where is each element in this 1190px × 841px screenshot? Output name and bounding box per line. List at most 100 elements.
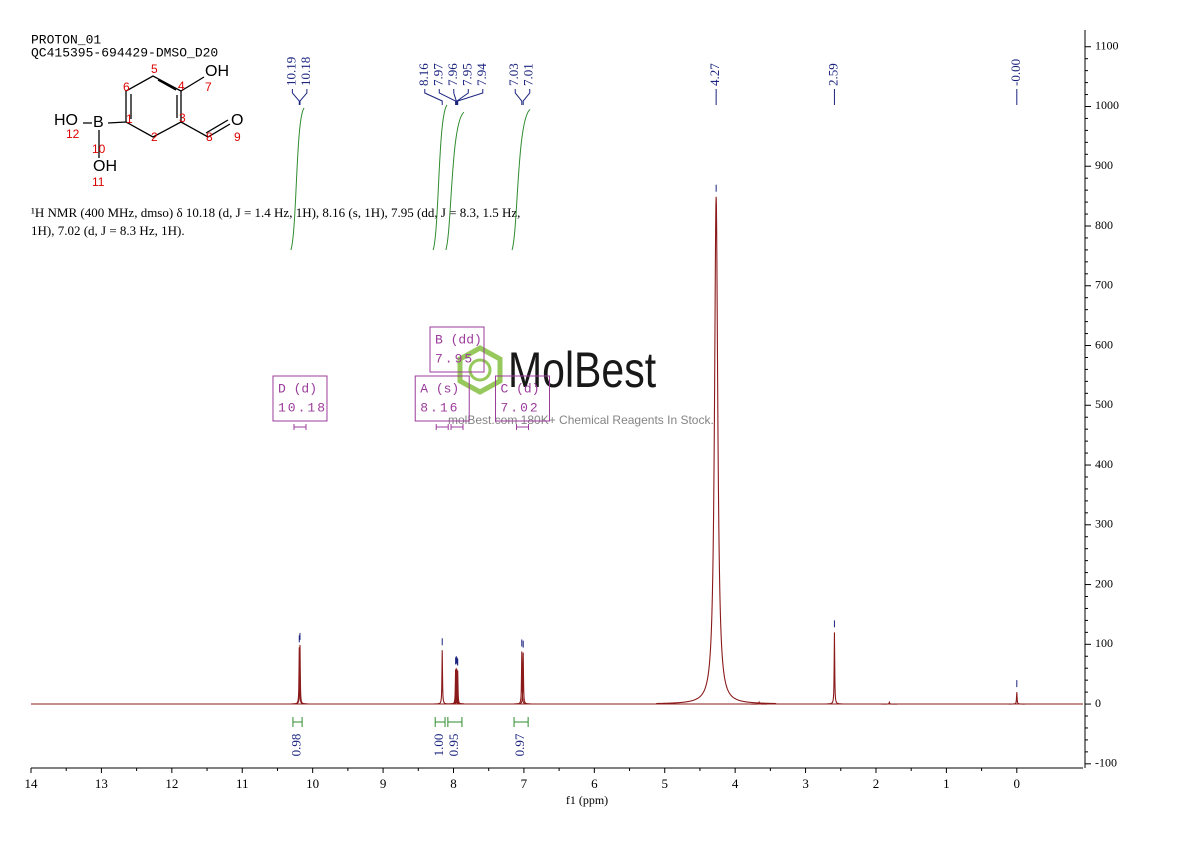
atom-number: 3	[179, 111, 186, 125]
x-tick-label: 2	[873, 776, 880, 791]
y-tick-label: 200	[1095, 576, 1113, 590]
peak	[515, 652, 532, 705]
watermark: MolBest molBest.com 180K+ Chemical Reage…	[448, 342, 714, 427]
integral-bar	[447, 717, 463, 727]
y-tick-label: 1000	[1095, 98, 1119, 112]
x-axis-title: f1 (ppm)	[566, 793, 608, 807]
peak-label: -0.00	[1008, 59, 1023, 86]
multiplet-box	[414, 375, 470, 422]
multiplet-shift: 7.95	[435, 351, 474, 366]
peak-label: 7.95	[459, 63, 474, 86]
x-tick-label: 0	[1014, 776, 1021, 791]
multiplet-range	[515, 424, 529, 430]
x-tick-label: 11	[236, 776, 249, 791]
y-tick-label: 1100	[1095, 38, 1119, 52]
peak-label: 7.03	[506, 63, 521, 86]
peak-label-connector	[291, 89, 300, 105]
peak-label: 10.19	[283, 57, 298, 86]
atom-number: 12	[66, 127, 80, 141]
x-tick-label: 5	[661, 776, 668, 791]
peak-label-connector	[456, 89, 469, 105]
x-tick-label: 10	[306, 776, 319, 791]
peak-label-connector	[438, 89, 457, 105]
peak	[1008, 692, 1025, 705]
x-tick-label: 12	[165, 776, 178, 791]
multiplet-shift: 10.18	[278, 400, 327, 415]
logo	[468, 358, 492, 382]
multiplet-range	[435, 424, 449, 430]
integral-curve	[432, 104, 448, 251]
integral-label: 0.97	[512, 733, 527, 756]
atom-number: 10	[92, 142, 106, 156]
peak-label: 4.27	[707, 63, 722, 86]
y-tick-label: 700	[1095, 278, 1113, 292]
multiplet-name: C (d)	[500, 381, 539, 396]
header-line: QC415395-694429-DMSO_D20	[31, 45, 218, 60]
peak-label: 7.96	[445, 63, 460, 86]
atom-number: 8	[206, 130, 213, 144]
peak-label-connector	[514, 89, 523, 105]
x-tick-label: 14	[25, 776, 39, 791]
header-line: PROTON_01	[31, 32, 101, 47]
peak-label: 8.16	[416, 63, 431, 86]
peak	[751, 700, 768, 705]
y-tick-label: 400	[1095, 457, 1113, 471]
peak	[826, 632, 843, 705]
y-tick-label: 0	[1095, 696, 1101, 710]
integral-label: 1.00	[431, 734, 446, 757]
molecule: OH HO B OH O 1 2 3 4 5 6 7 8 9 10 11 12	[54, 62, 243, 189]
peak-label: 7.94	[474, 63, 489, 86]
y-tick-label: 500	[1095, 397, 1113, 411]
y-tick-label: 100	[1095, 636, 1113, 650]
integral-bar	[434, 717, 446, 727]
multiplet-box	[429, 326, 485, 373]
multiplet-box	[494, 375, 550, 422]
peak-label: 7.01	[521, 63, 536, 86]
nmr-description: 1H), 7.02 (d, J = 8.3 Hz, 1H).	[31, 223, 185, 238]
y-tick-label: 600	[1095, 337, 1113, 351]
multiplet-range	[293, 424, 307, 430]
atom: OH	[93, 158, 117, 175]
x-tick-label: 8	[450, 776, 457, 791]
nmr-description: ¹H NMR (400 MHz, dmso) δ 10.18 (d, J = 1…	[31, 205, 520, 220]
integral-label: 0.98	[289, 734, 304, 757]
peak	[656, 196, 777, 705]
peak	[881, 700, 898, 705]
watermark-brand: MolBest	[508, 342, 656, 398]
integral-curve	[445, 111, 465, 251]
x-tick-label: 6	[591, 776, 598, 791]
peak	[449, 670, 466, 705]
atom-number: 9	[234, 130, 241, 144]
peak-label-connector	[457, 89, 484, 105]
peak-label: 7.97	[430, 63, 445, 86]
multiplet-name: D (d)	[278, 381, 317, 396]
watermark-tagline: molBest.com 180K+ Chemical Reagents In S…	[448, 413, 714, 427]
x-tick-label: 7	[521, 776, 528, 791]
atom: O	[231, 112, 243, 129]
y-tick-label: 300	[1095, 517, 1113, 531]
atom-number: 6	[123, 80, 130, 94]
integral-label: 0.95	[446, 734, 461, 757]
integral-bar	[292, 717, 303, 727]
x-tick-label: 13	[95, 776, 108, 791]
peak	[434, 650, 451, 705]
atom: OH	[205, 63, 229, 80]
y-tick-label: 800	[1095, 218, 1113, 232]
multiplet-name: A (s)	[420, 381, 459, 396]
atom-number: 5	[151, 62, 158, 76]
peak-label-connector	[453, 89, 457, 105]
multiplet-shift: 7.02	[500, 400, 539, 415]
peak-label-connector	[299, 89, 308, 105]
peak-label: 10.18	[298, 57, 313, 86]
y-tick-label: -100	[1095, 756, 1117, 770]
bonds	[83, 76, 231, 158]
atom-number: 7	[205, 80, 212, 94]
peak-label-connector	[424, 89, 443, 105]
multiplet-name: B (dd)	[435, 332, 482, 347]
peak-label: 2.59	[825, 63, 840, 86]
atom-number: 2	[151, 130, 158, 144]
peak-label-connector	[522, 89, 531, 105]
multiplet-shift: 8.16	[420, 400, 459, 415]
